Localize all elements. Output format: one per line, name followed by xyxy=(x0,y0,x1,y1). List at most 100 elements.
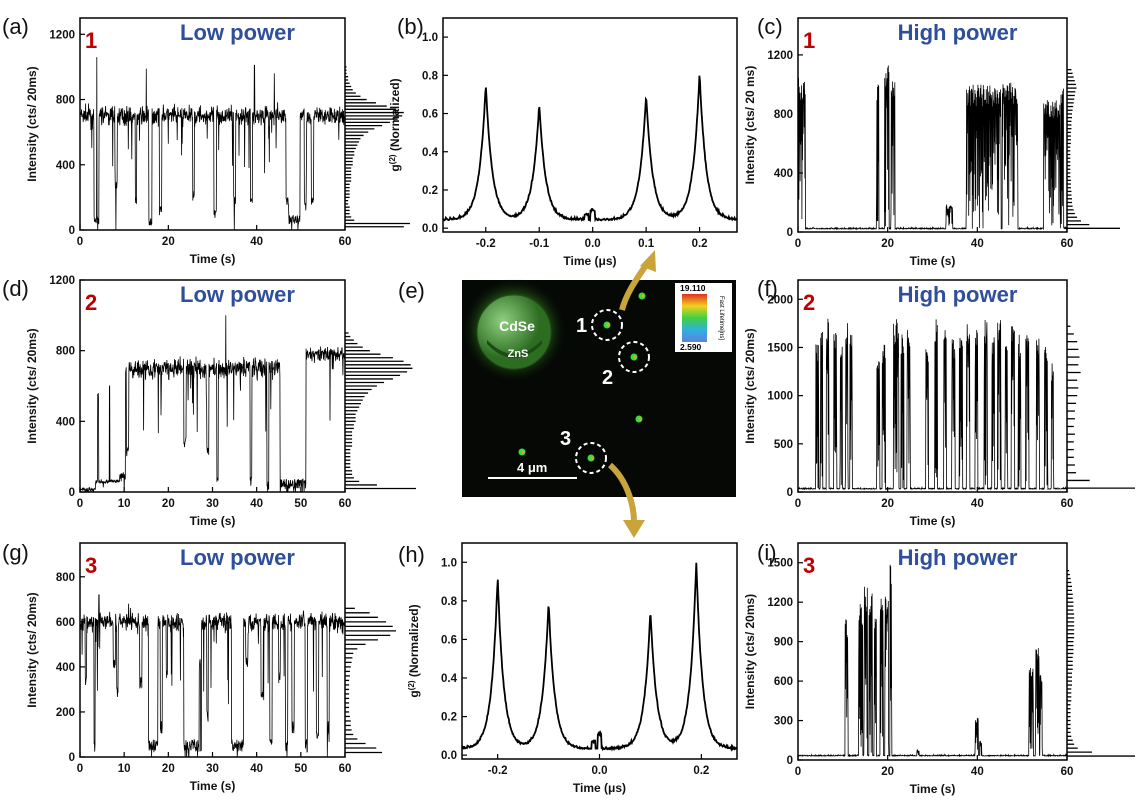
x-tick-label: 40 xyxy=(250,763,263,775)
y-tick-label: 0.0 xyxy=(441,750,457,762)
x-tick-label: 60 xyxy=(1061,238,1074,250)
panel-e: (e) CdSe ZnS 19.110 2.590 Fast Lifetime[ns] 1 2… xyxy=(398,250,736,538)
y-axis-label: Intensity (cts/ 20ms) xyxy=(743,594,757,709)
power-label: Low power xyxy=(180,282,295,307)
x-tick-label: -0.2 xyxy=(476,238,496,250)
y-tick-label: 0.8 xyxy=(422,70,439,82)
y-tick-label: 1200 xyxy=(49,275,75,287)
x-axis-label: Time (μs) xyxy=(573,781,626,795)
x-tick-label: 20 xyxy=(162,763,175,775)
arrow-head xyxy=(640,250,656,272)
intensity-trace xyxy=(79,57,346,231)
y-tick-label: 800 xyxy=(774,109,793,121)
y-tick-label: 2000 xyxy=(767,294,793,306)
emitter-spot-center xyxy=(590,456,594,460)
power-label: Low power xyxy=(180,545,295,570)
x-tick-label: 20 xyxy=(881,238,894,250)
y-axis-label: g(2) (Normalized) xyxy=(407,604,422,697)
power-label: Low power xyxy=(180,20,295,45)
y-axis-label: Intensity (cts/ 20ms) xyxy=(743,328,757,443)
y-tick-label: 800 xyxy=(56,346,75,358)
y-tick-label: 300 xyxy=(774,716,793,728)
x-tick-label: 0.0 xyxy=(585,238,601,250)
emitter-highlight xyxy=(575,442,607,474)
y-tick-label: 0 xyxy=(787,487,793,499)
y-tick-label: 400 xyxy=(56,662,75,674)
intensity-trace xyxy=(79,315,346,493)
x-tick-label: 30 xyxy=(206,763,219,775)
y-tick-label: 400 xyxy=(56,416,75,428)
power-label: High power xyxy=(898,545,1018,570)
shell-cutaway xyxy=(487,340,542,358)
panel-d: (d) 0 10 20 30 40 50 60 0 400 800 1200 Time (s) Inten… xyxy=(2,275,416,528)
power-label: High power xyxy=(898,282,1018,307)
y-tick-label: 1500 xyxy=(767,558,793,570)
y-tick-label: 800 xyxy=(56,572,75,584)
y-tick-label: 1500 xyxy=(767,342,793,354)
x-axis-label: Time (s) xyxy=(910,514,956,528)
panel-label: (i) xyxy=(757,540,777,565)
x-tick-label: 40 xyxy=(971,498,984,510)
emitter-spot-center xyxy=(641,294,645,298)
x-tick-label: 60 xyxy=(1061,766,1074,778)
y-tick-label: 0.6 xyxy=(422,109,438,121)
panel-label: (f) xyxy=(757,276,778,301)
panel-h: (h) -0.2 0.0 0.2 0.0 0.2 0.4 0.6 0.8 1.0 Time (μs)… xyxy=(398,542,738,795)
emitter-label: 3 xyxy=(560,428,571,450)
x-tick-label: 10 xyxy=(118,763,131,775)
x-tick-label: 0 xyxy=(77,236,83,248)
core-label: CdSe xyxy=(499,318,535,334)
x-tick-label: 40 xyxy=(971,238,984,250)
y-axis-label: Intensity (cts/ 20ms) xyxy=(25,66,39,181)
emitter-spot-center xyxy=(638,417,642,421)
x-tick-label: 0 xyxy=(77,763,83,775)
colorbar xyxy=(682,294,707,342)
emitter-number: 1 xyxy=(85,28,97,53)
x-tick-label: 0.0 xyxy=(592,765,608,777)
panel-b: (b) -0.2 -0.1 0.0 0.1 0.2 0.0 0.2 0.4 0.6 0.8 1.0 Ti… xyxy=(388,14,738,268)
x-tick-label: 50 xyxy=(294,763,307,775)
y-tick-label: 0 xyxy=(69,225,75,237)
y-tick-label: 1200 xyxy=(767,597,793,609)
x-axis-label: Time (μs) xyxy=(563,254,616,268)
plot-frame xyxy=(797,17,1068,233)
emitter-highlight xyxy=(618,341,650,373)
plot-frame xyxy=(442,17,738,233)
x-tick-label: 30 xyxy=(206,498,219,510)
x-axis-label: Time (s) xyxy=(190,252,236,266)
x-tick-label: 60 xyxy=(339,498,352,510)
emitter-label: 1 xyxy=(576,315,587,337)
x-tick-label: 10 xyxy=(118,498,131,510)
panel-f: (f) 0 20 40 60 0 500 1000 1500 2000 Time (s) Intens… xyxy=(743,276,1135,528)
y-tick-label: 1.0 xyxy=(422,32,438,44)
emitter-number: 2 xyxy=(803,290,815,315)
plot-frame xyxy=(797,279,1068,493)
y-tick-label: 0 xyxy=(787,755,793,767)
g2-curve xyxy=(461,562,738,753)
x-tick-label: 60 xyxy=(339,763,352,775)
y-tick-label: 0.4 xyxy=(441,673,458,685)
y-tick-label: 600 xyxy=(56,617,75,629)
colorbar-min: 2.590 xyxy=(680,342,702,352)
intensity-trace xyxy=(797,65,1068,231)
arrow-head xyxy=(623,520,645,538)
x-axis-label: Time (s) xyxy=(910,782,956,796)
x-tick-label: -0.2 xyxy=(488,765,508,777)
intensity-trace xyxy=(797,564,1068,758)
y-axis-label: g(2) (Normalized) xyxy=(388,78,403,171)
x-tick-label: 0.1 xyxy=(638,238,655,250)
panel-label: (c) xyxy=(757,14,783,39)
x-tick-label: 0.2 xyxy=(693,765,709,777)
panel-label: (e) xyxy=(398,278,425,303)
y-tick-label: 0.2 xyxy=(422,185,438,197)
panel-label: (b) xyxy=(397,14,424,39)
x-tick-label: 20 xyxy=(162,236,175,248)
y-tick-label: 0 xyxy=(69,752,75,764)
x-tick-label: 0 xyxy=(795,498,801,510)
colorbar-max: 19.110 xyxy=(680,283,706,293)
x-axis-label: Time (s) xyxy=(190,779,236,793)
x-tick-label: 50 xyxy=(294,498,307,510)
x-tick-label: 60 xyxy=(1061,498,1074,510)
